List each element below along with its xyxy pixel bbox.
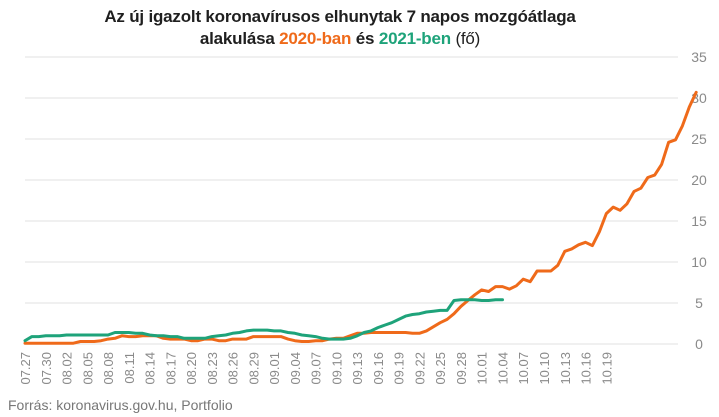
chart-title-line1: Az új igazolt koronavírusos elhunytak 7 … xyxy=(104,7,576,26)
chart-title: Az új igazolt koronavírusos elhunytak 7 … xyxy=(0,6,680,50)
series-line-2021 xyxy=(23,298,504,343)
x-tick-label: 10.10 xyxy=(537,352,552,385)
y-tick-label: 25 xyxy=(691,131,707,147)
y-tick-label: 0 xyxy=(695,336,703,352)
series-line-2020 xyxy=(23,90,698,345)
x-tick-label: 08.26 xyxy=(226,352,241,385)
y-tick-label: 15 xyxy=(691,213,707,229)
x-tick-label: 08.02 xyxy=(60,352,75,385)
x-tick-label: 08.23 xyxy=(205,352,220,385)
y-tick-label: 5 xyxy=(695,295,703,311)
chart-title-line2: alakulása 2020-ban és 2021-ben (fő) xyxy=(199,29,481,48)
x-tick-label: 09.04 xyxy=(288,352,303,385)
x-tick-label: 07.30 xyxy=(39,352,54,385)
x-tick-label: 09.10 xyxy=(329,352,344,385)
x-tick-label: 08.17 xyxy=(163,352,178,385)
y-tick-label: 10 xyxy=(691,254,707,270)
x-tick-label: 10.07 xyxy=(516,352,531,385)
x-tick-label: 08.08 xyxy=(101,352,116,385)
x-tick-label: 09.28 xyxy=(454,352,469,385)
x-tick-label: 09.13 xyxy=(350,352,365,385)
x-tick-label: 09.22 xyxy=(412,352,427,385)
legend-2020-label: 2020-ban xyxy=(279,29,352,48)
x-tick-label: 07.27 xyxy=(18,352,33,385)
x-tick-label: 08.29 xyxy=(246,352,261,385)
y-tick-label: 20 xyxy=(691,172,707,188)
x-tick-label: 08.20 xyxy=(184,352,199,385)
legend-2021-label: 2021-ben xyxy=(378,29,451,48)
x-tick-label: 09.16 xyxy=(371,352,386,385)
x-tick-label: 09.25 xyxy=(433,352,448,385)
x-tick-label: 10.01 xyxy=(475,352,490,385)
x-tick-label: 09.01 xyxy=(267,352,282,385)
x-tick-label: 08.14 xyxy=(143,352,158,385)
source-note: Forrás: koronavirus.gov.hu, Portfolio xyxy=(8,397,233,413)
x-tick-label: 08.11 xyxy=(122,352,137,384)
x-tick-label: 10.13 xyxy=(558,352,573,385)
x-tick-label: 10.16 xyxy=(579,352,594,385)
x-tick-label: 10.04 xyxy=(495,352,510,385)
y-tick-label: 35 xyxy=(691,49,707,65)
x-tick-label: 09.07 xyxy=(309,352,324,385)
x-tick-label: 10.19 xyxy=(599,352,614,385)
x-tick-label: 08.05 xyxy=(80,352,95,385)
x-tick-label: 09.19 xyxy=(392,352,407,385)
